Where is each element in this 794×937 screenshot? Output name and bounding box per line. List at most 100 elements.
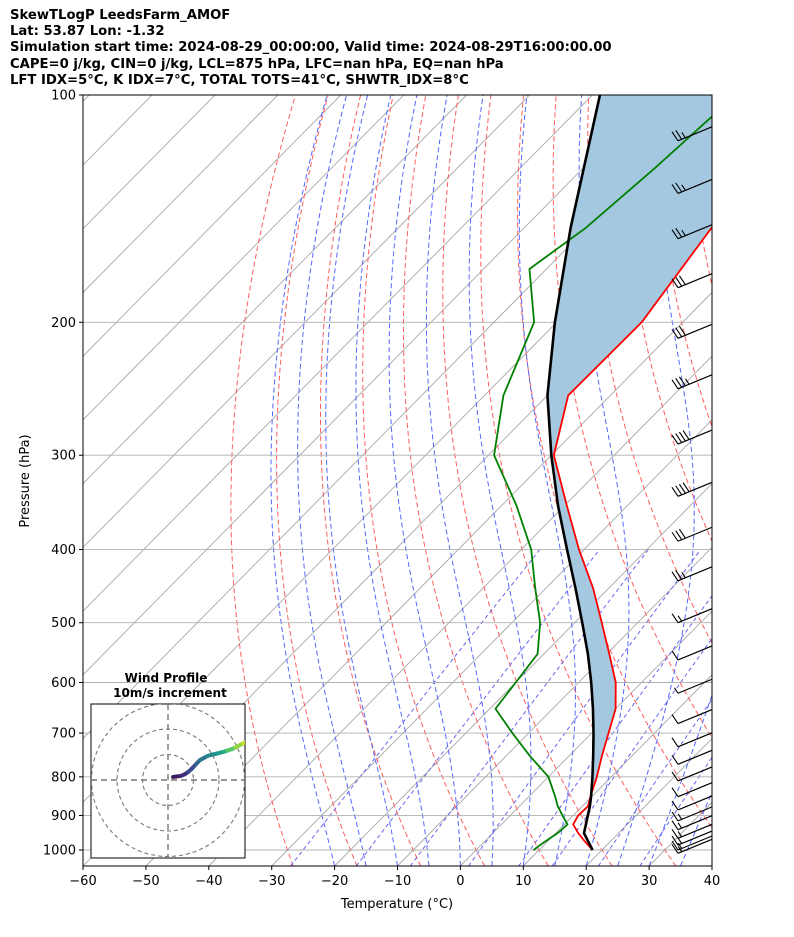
mixing-ratio-line — [290, 549, 541, 866]
wind-barb-feather — [671, 650, 679, 661]
x-tick-label: 20 — [578, 874, 595, 889]
dry-adiabat-line — [362, 95, 485, 866]
isotherm-line — [271, 419, 712, 866]
wind-barb — [671, 806, 713, 822]
dry-adiabat-line — [719, 95, 794, 866]
dry-adiabat-line — [653, 95, 712, 429]
dry-adiabat-line — [517, 95, 712, 829]
wind-barb-staff — [677, 678, 713, 694]
x-tick-label: 30 — [641, 874, 658, 889]
wind-barb-staff — [677, 795, 713, 811]
y-tick-label: 200 — [51, 316, 76, 331]
wind-barb-feather — [671, 829, 679, 839]
wind-barb — [673, 678, 713, 694]
wind-barb — [671, 815, 713, 831]
wind-barb-feather — [677, 831, 683, 838]
wind-barb — [671, 708, 713, 725]
wind-barb-feather — [677, 813, 683, 820]
y-tick-label: 700 — [51, 727, 76, 742]
dry-adiabat-line — [402, 95, 549, 866]
hodograph-trace-segment — [241, 740, 245, 746]
wind-barb-feather — [682, 430, 690, 440]
wind-barb-staff — [677, 178, 713, 194]
wind-barbs — [671, 126, 713, 854]
wind-barb-feather — [675, 530, 683, 541]
dewpoint-profile-line — [493, 115, 712, 851]
isotherm-line — [522, 674, 712, 866]
mixing-ratio-line — [468, 549, 702, 866]
wind-barb-feather — [671, 820, 679, 831]
dry-adiabat-line — [620, 95, 712, 543]
wind-barb — [671, 374, 713, 390]
wind-barb-staff — [677, 126, 713, 142]
x-tick-label: −50 — [132, 874, 159, 889]
wind-barb-feather — [671, 379, 679, 390]
wind-barb-feather — [671, 184, 679, 194]
wind-barb-staff — [677, 224, 713, 240]
x-tick-label: −60 — [69, 874, 96, 889]
wind-barb-feather — [677, 615, 683, 622]
isotherm-line — [83, 95, 279, 294]
wind-barb-staff — [677, 323, 713, 339]
cin-shaded-area — [547, 95, 712, 807]
wind-barb-staff — [677, 526, 713, 542]
wind-barb-feather — [673, 687, 679, 694]
wind-barb-feather — [678, 431, 686, 442]
wind-barb-staff — [677, 766, 713, 782]
wind-barb-feather — [671, 571, 679, 582]
wind-barb-feather — [677, 822, 683, 829]
dry-adiabat-line — [480, 95, 677, 866]
moist-adiabat-line — [468, 95, 532, 866]
wind-barb — [671, 732, 713, 748]
sounding-profiles — [493, 95, 712, 851]
wind-barb-feather — [671, 531, 679, 542]
moist-adiabat-lines — [270, 95, 712, 866]
wind-barb — [671, 273, 713, 289]
title-times: Simulation start time: 2024-08-29_00:00:… — [10, 40, 612, 56]
wind-barb-feather — [677, 842, 683, 849]
isotherm-line — [83, 95, 90, 102]
moist-adiabat-line — [325, 95, 398, 866]
isotherm-line — [83, 95, 404, 421]
wind-barb — [671, 566, 713, 582]
wind-barb — [671, 835, 713, 851]
wind-barb-feather — [678, 483, 686, 494]
wind-barb — [671, 178, 713, 194]
x-tick-label: −40 — [195, 874, 222, 889]
wind-barb-staff — [677, 708, 713, 725]
mixing-ratio-line — [355, 549, 600, 866]
y-tick-label: 300 — [51, 449, 76, 464]
wind-barb-staff — [677, 782, 713, 798]
moist-adiabat-line — [648, 693, 712, 866]
moist-adiabat-line — [518, 95, 576, 866]
mixing-ratio-line — [639, 756, 712, 866]
wind-barb-feather — [675, 377, 683, 388]
wind-barb — [671, 126, 713, 142]
wind-barb-feather — [682, 482, 690, 493]
wind-barb-staff — [677, 273, 713, 289]
wind-barb-feather — [671, 737, 679, 748]
y-tick-label: 400 — [51, 543, 76, 558]
y-axis-label: Pressure (hPa) — [18, 434, 33, 527]
x-tick-label: −10 — [384, 874, 411, 889]
wind-barb — [671, 795, 713, 811]
wind-barb-feather — [675, 327, 683, 338]
dry-adiabat-line — [442, 95, 613, 866]
wind-barb-staff — [677, 645, 713, 661]
wind-barb-feather — [675, 569, 683, 580]
wind-barb-staff — [677, 838, 713, 854]
title-stability-params: CAPE=0 j/kg, CIN=0 j/kg, LCL=875 hPa, LF… — [10, 56, 504, 72]
wind-barb — [671, 766, 713, 782]
isotherm-line — [397, 546, 712, 866]
y-tick-label: 1000 — [43, 844, 76, 859]
wind-barb-feather — [671, 229, 679, 240]
wind-barb-staff — [677, 749, 713, 765]
y-tick-label: 100 — [51, 89, 76, 104]
dry-adiabat-line — [319, 95, 422, 866]
wind-barb — [671, 481, 713, 497]
dry-adiabat-line — [276, 95, 358, 866]
moist-adiabat-line — [711, 864, 712, 866]
x-axis-ticks: −60 −50 −40 −30 −20 −10 0 10 20 30 40 — [69, 866, 720, 889]
wind-barb-feather — [671, 714, 679, 724]
